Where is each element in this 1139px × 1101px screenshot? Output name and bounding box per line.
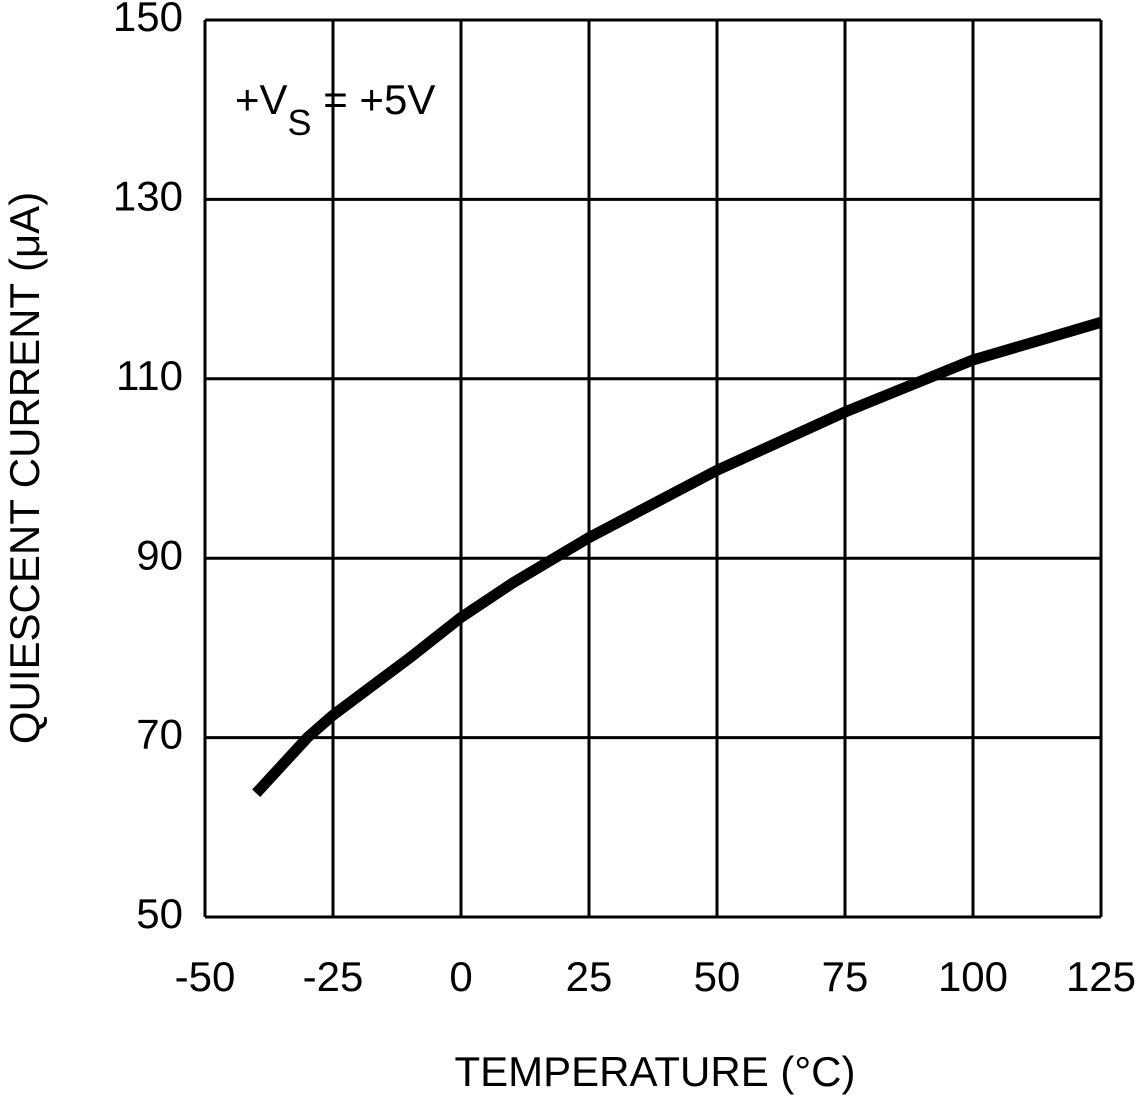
y-tick-label: 90: [136, 531, 183, 578]
y-tick-label: 50: [136, 890, 183, 937]
x-tick-label: -50: [175, 953, 236, 1000]
line: [252, 317, 1103, 797]
annotation-sub: S: [288, 102, 312, 143]
x-tick-label: 100: [938, 953, 1008, 1000]
y-tick-label: 70: [136, 711, 183, 758]
y-tick-label: 130: [113, 172, 183, 219]
x-tick-label: 75: [822, 953, 869, 1000]
y-axis-label: QUIESCENT CURRENT (μA): [1, 192, 48, 744]
x-axis-label: TEMPERATURE (°C): [454, 1048, 855, 1095]
annotation: +VS = +5V: [235, 76, 435, 142]
annotation-rest: = +5V: [312, 76, 436, 123]
annotation-main: +V: [235, 76, 288, 123]
x-tick-label: 50: [694, 953, 741, 1000]
x-tick-label: -25: [303, 953, 364, 1000]
x-tick-label: 0: [449, 953, 472, 1000]
y-tick-label: 150: [113, 0, 183, 40]
x-tick-label: 125: [1066, 953, 1136, 1000]
x-tick-label: 25: [566, 953, 613, 1000]
y-tick-label: 110: [116, 352, 183, 399]
